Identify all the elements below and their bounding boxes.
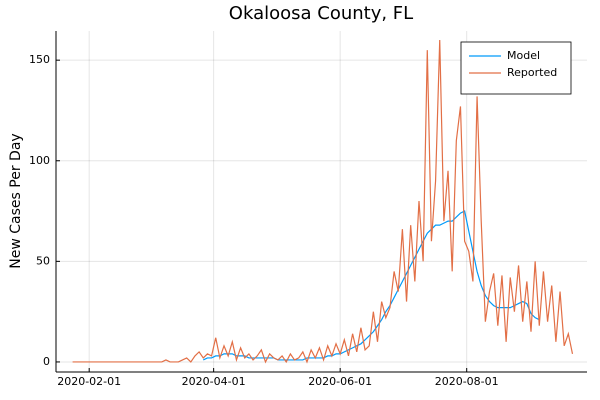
x-tick-label: 2020-08-01 xyxy=(435,375,499,388)
y-tick-label: 150 xyxy=(29,53,50,66)
data-line xyxy=(72,40,574,364)
legend-box xyxy=(460,41,572,95)
legend-label: Model xyxy=(507,49,540,62)
x-tick-label: 2020-02-01 xyxy=(57,375,121,388)
y-tick-label: 100 xyxy=(29,154,50,167)
data-line xyxy=(203,210,540,361)
y-axis-label: New Cases Per Day xyxy=(8,133,24,268)
legend-label: Reported xyxy=(507,66,557,79)
y-tick-label: 0 xyxy=(43,355,50,368)
x-tick-label: 2020-06-01 xyxy=(308,375,372,388)
chart-title: Okaloosa County, FL xyxy=(229,3,413,24)
x-tick-label: 2020-04-01 xyxy=(182,375,246,388)
y-tick-label: 50 xyxy=(36,254,50,267)
